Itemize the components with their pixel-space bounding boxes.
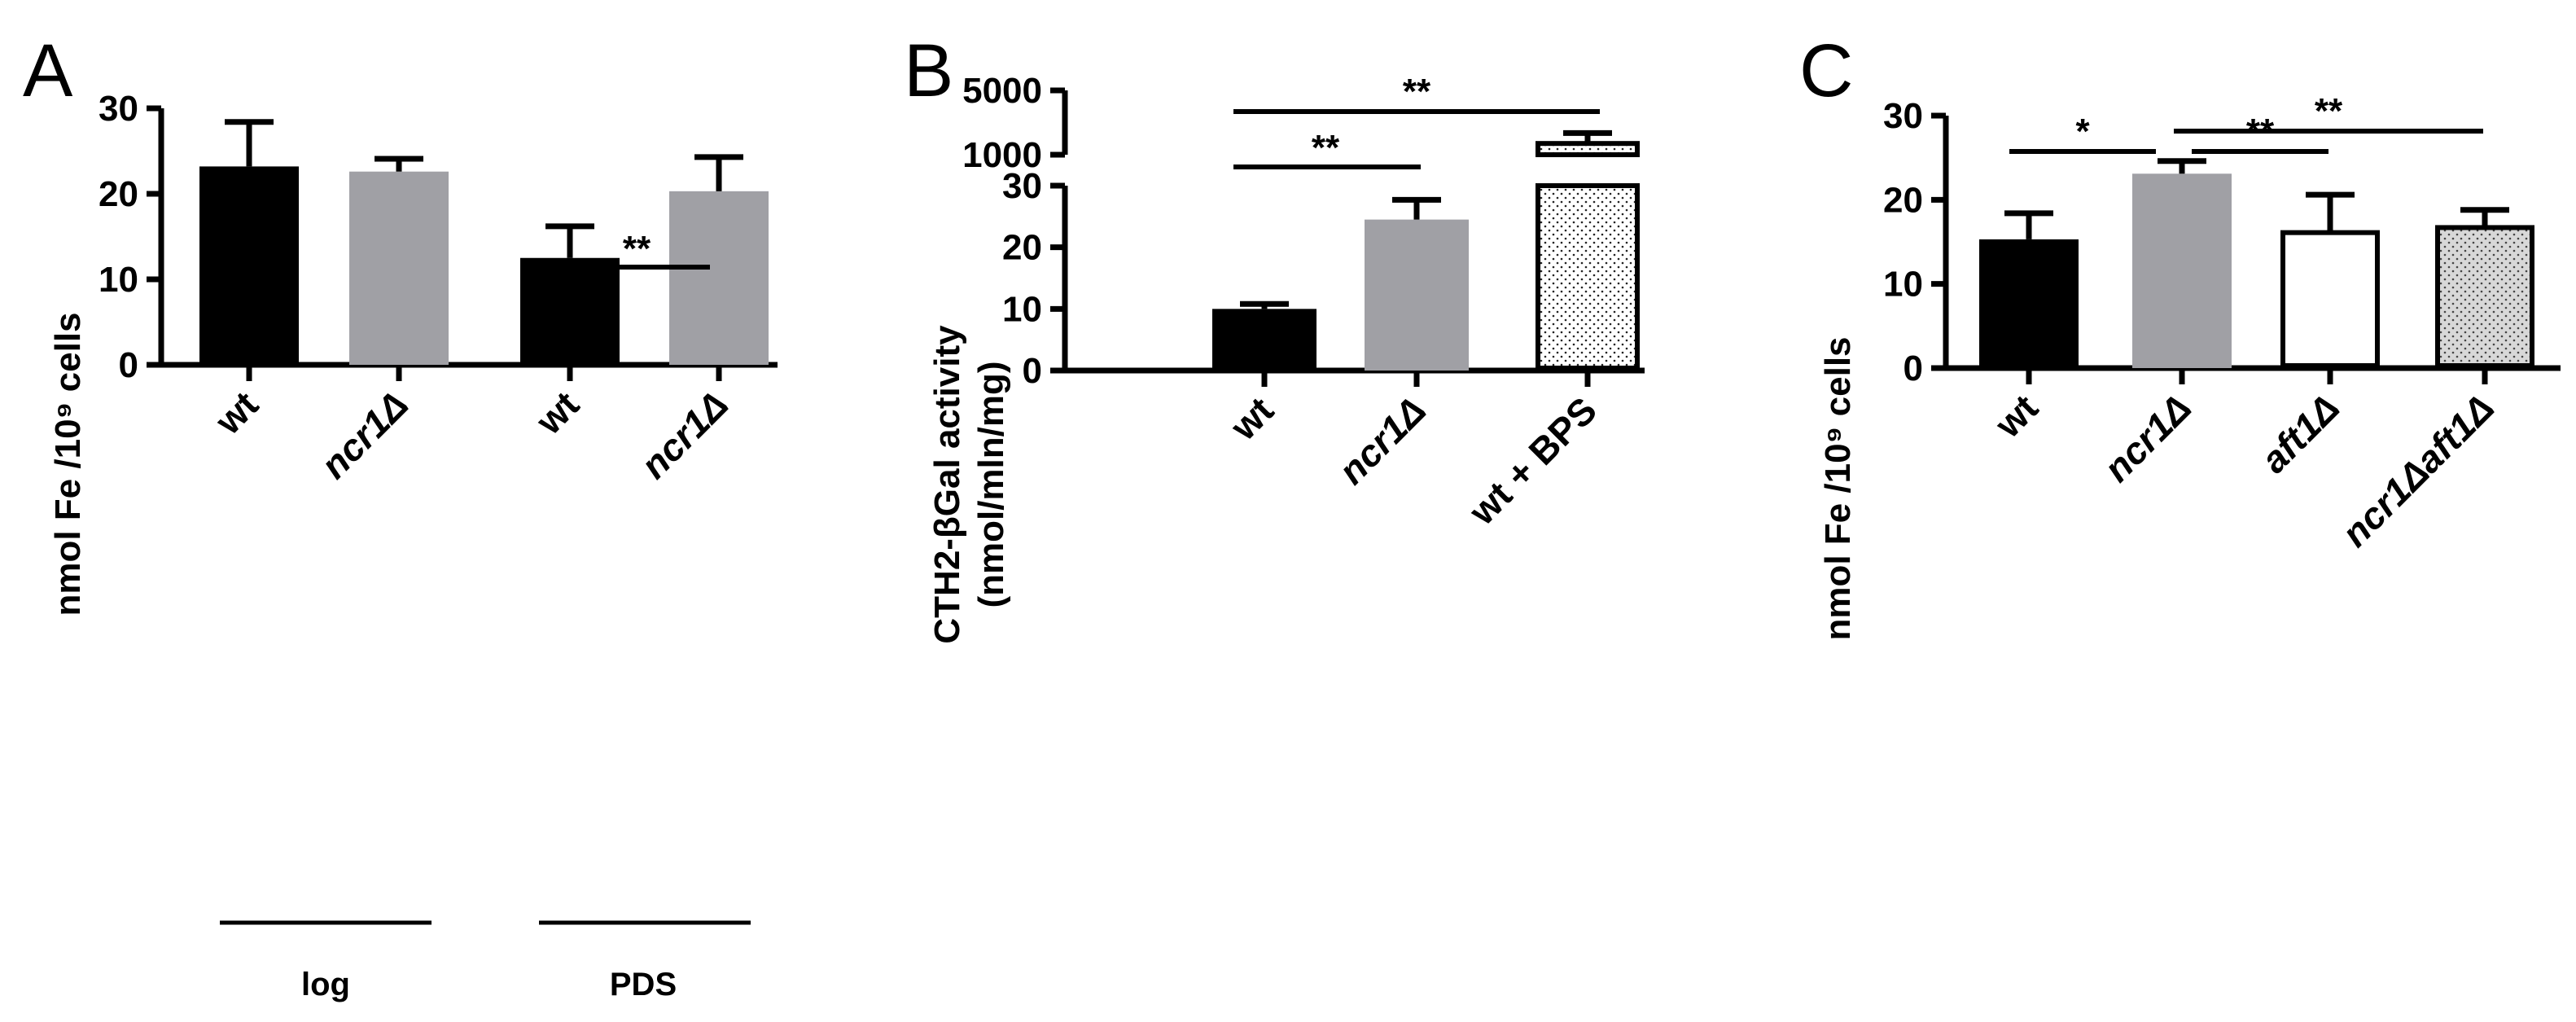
panel-c-bar-2 <box>2280 230 2380 368</box>
panel-c-bar-3 <box>2435 225 2534 368</box>
panel-c-category-label-3: ncr1Δaft1Δ <box>2333 386 2502 555</box>
panel-a-group-label-log: log <box>301 967 350 1002</box>
panel-c-ylabel: nmol Fe /10⁹ cells <box>1818 336 1858 640</box>
panel-b-significance-label-0: ** <box>1312 128 1340 168</box>
panel-c-y-tick-label-1: 10 <box>1883 265 1923 305</box>
panel-c-y-tick-label-2: 20 <box>1883 180 1923 220</box>
panel-a-category-label-0: wt <box>206 383 266 443</box>
panel-a-group-label-pds: PDS <box>610 967 677 1002</box>
panel-b-y-tick-label-lower-1: 10 <box>1002 289 1042 329</box>
panel-b-y-tick-label-upper-1: 5000 <box>962 71 1042 111</box>
panel-a-bar-2 <box>520 257 620 365</box>
panel-b-category-label-0: wt <box>1221 388 1281 449</box>
panel-b-ylabel-line2: (nmol/mln/mg) <box>971 361 1011 607</box>
panel-b-bar-0 <box>1212 309 1316 371</box>
panel-b-letter: B <box>904 29 953 112</box>
panel-a-significance-label-0: ** <box>623 229 651 269</box>
panel-c-y-tick-label-3: 30 <box>1883 96 1923 136</box>
panel-b-y-tick-label-lower-0: 0 <box>1023 351 1042 391</box>
panel-a-category-label-3: ncr1Δ <box>633 383 736 486</box>
panel-a-category-label-1: ncr1Δ <box>313 383 416 486</box>
panel-c-category-label-1: ncr1Δ <box>2096 386 2199 489</box>
panel-b-ylabel-line1: CTH2-βGal activity <box>927 325 967 644</box>
panel-c-significance-label-0: * <box>2075 112 2090 151</box>
panel-a-y-tick-label-0: 0 <box>119 345 138 385</box>
panel-a-ylabel: nmol Fe /10⁹ cells <box>48 312 88 616</box>
panel-a-letter: A <box>23 29 73 112</box>
panel-b-y-tick-label-upper-0: 1000 <box>962 135 1042 175</box>
panel-a-y-tick-label-1: 10 <box>99 260 138 300</box>
panel-c-category-label-0: wt <box>1986 386 2046 446</box>
panel-a-y-tick-label-2: 20 <box>99 174 138 214</box>
panel-a-bar-0 <box>199 166 299 365</box>
panel-b-category-label-2: wt + BPS <box>1461 388 1606 533</box>
panel-c-category-label-2: aft1Δ <box>2253 386 2347 480</box>
panel-b-bar-2 <box>1536 183 1640 371</box>
panel-a-bar-3 <box>669 191 769 365</box>
panel-b-y-tick-label-lower-3: 30 <box>1002 166 1042 206</box>
panel-a-y-tick-label-3: 30 <box>99 89 138 129</box>
panel-a-category-label-2: wt <box>527 383 587 443</box>
panel-b-category-label-1: ncr1Δ <box>1330 388 1434 492</box>
panel-c-significance-label-2: ** <box>2315 91 2343 131</box>
panel-c-bar-1 <box>2132 173 2232 368</box>
panel-c-letter: C <box>1799 29 1853 112</box>
panel-b-y-tick-label-lower-2: 20 <box>1002 228 1042 268</box>
panel-c-bar-0 <box>1979 239 2079 368</box>
panel-b-bar-2-upper <box>1536 141 1640 158</box>
panel-b-significance-label-1: ** <box>1403 72 1431 112</box>
panel-a-bar-1 <box>349 171 449 365</box>
panel-c-y-tick-label-0: 0 <box>1904 349 1923 388</box>
panel-b-bar-1 <box>1365 219 1469 371</box>
